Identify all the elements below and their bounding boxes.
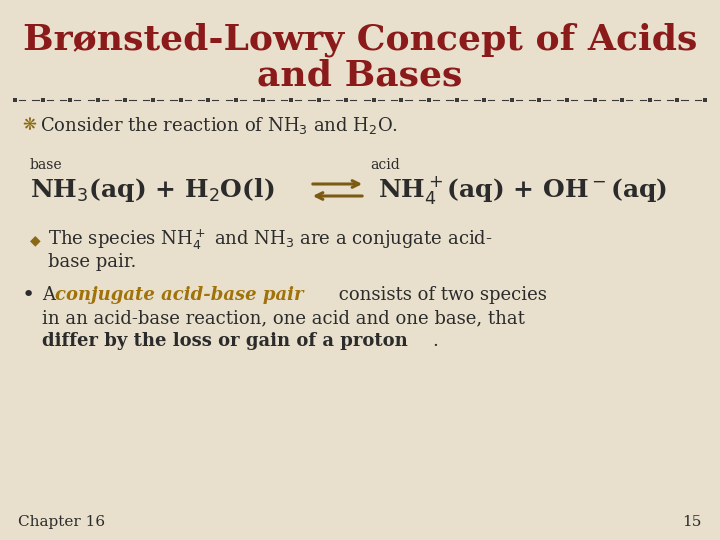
Text: differ by the loss or gain of a proton: differ by the loss or gain of a proton: [42, 332, 408, 350]
Text: base: base: [30, 158, 63, 172]
Text: conjugate acid-base pair: conjugate acid-base pair: [55, 286, 304, 304]
Text: Brønsted-Lowry Concept of Acids: Brønsted-Lowry Concept of Acids: [23, 23, 697, 57]
Text: and Bases: and Bases: [257, 58, 463, 92]
Text: in an acid-base reaction, one acid and one base, that: in an acid-base reaction, one acid and o…: [42, 309, 525, 327]
Text: 15: 15: [683, 515, 702, 529]
Text: consists of two species: consists of two species: [333, 286, 547, 304]
Text: ❋: ❋: [22, 116, 36, 134]
Text: acid: acid: [370, 158, 400, 172]
Text: ◆: ◆: [30, 233, 40, 247]
Text: base pair.: base pair.: [48, 253, 136, 271]
Text: NH$_3$(aq) + H$_2$O(l): NH$_3$(aq) + H$_2$O(l): [30, 176, 274, 204]
Text: Chapter 16: Chapter 16: [18, 515, 105, 529]
Text: NH$_4^+$(aq) + OH$^-$(aq): NH$_4^+$(aq) + OH$^-$(aq): [378, 174, 667, 206]
Text: Consider the reaction of NH$_3$ and H$_2$O.: Consider the reaction of NH$_3$ and H$_2…: [40, 114, 398, 136]
Text: •: •: [22, 285, 35, 305]
Text: A: A: [42, 286, 60, 304]
Text: The species NH$_4^+$ and NH$_3$ are a conjugate acid-: The species NH$_4^+$ and NH$_3$ are a co…: [48, 228, 492, 252]
Text: .: .: [432, 332, 438, 350]
